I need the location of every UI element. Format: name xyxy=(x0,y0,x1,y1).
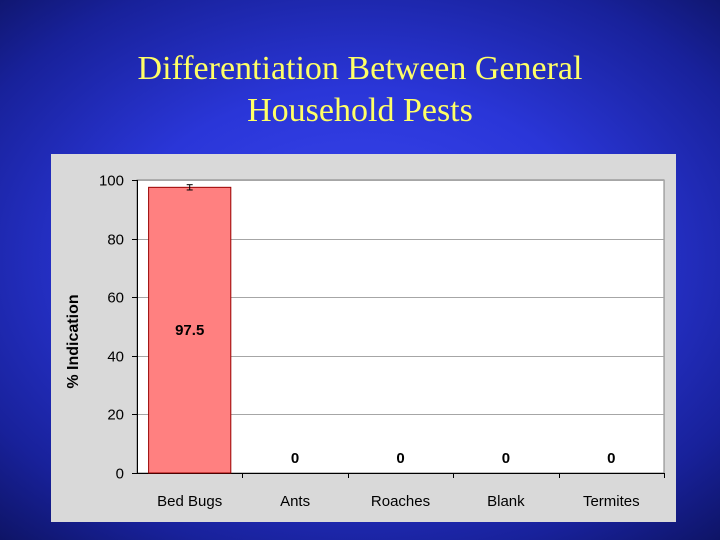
x-tick-label: Bed Bugs xyxy=(157,493,222,510)
slide-title-line-1: Differentiation Between General xyxy=(137,50,583,87)
y-tick-label: 0 xyxy=(116,466,124,483)
y-axis-title: % Indication xyxy=(65,294,82,388)
data-label: 0 xyxy=(502,450,510,467)
y-tick-label: 100 xyxy=(99,173,124,190)
data-label: 97.5 xyxy=(175,322,204,339)
y-tick-label: 60 xyxy=(107,290,124,307)
data-label: 0 xyxy=(291,450,299,467)
y-tick-label: 80 xyxy=(107,232,124,249)
x-tick-label: Termites xyxy=(583,493,640,510)
x-tick-label: Roaches xyxy=(371,493,430,510)
data-label: 0 xyxy=(396,450,404,467)
slide-title: Differentiation Between General Househol… xyxy=(0,48,720,132)
y-tick-label: 20 xyxy=(107,407,124,424)
data-label: 0 xyxy=(607,450,615,467)
slide-title-line-2: Household Pests xyxy=(247,92,473,129)
bar-chart: 0 20 40 60 80 100 97.5 Bed Bugs 0 Ants 0 Roaches 0 Bl… xyxy=(65,173,665,511)
x-tick-label: Blank xyxy=(487,493,525,510)
y-tick-label: 40 xyxy=(107,349,124,366)
chart-panel: 0 20 40 60 80 100 97.5 Bed Bugs 0 Ants 0 Roaches 0 Bl… xyxy=(51,154,676,522)
x-tick-label: Ants xyxy=(280,493,310,510)
labels: 0 20 40 60 80 100 97.5 Bed Bugs 0 Ants 0 Roaches 0 Bl… xyxy=(99,173,640,511)
bars xyxy=(148,184,232,474)
